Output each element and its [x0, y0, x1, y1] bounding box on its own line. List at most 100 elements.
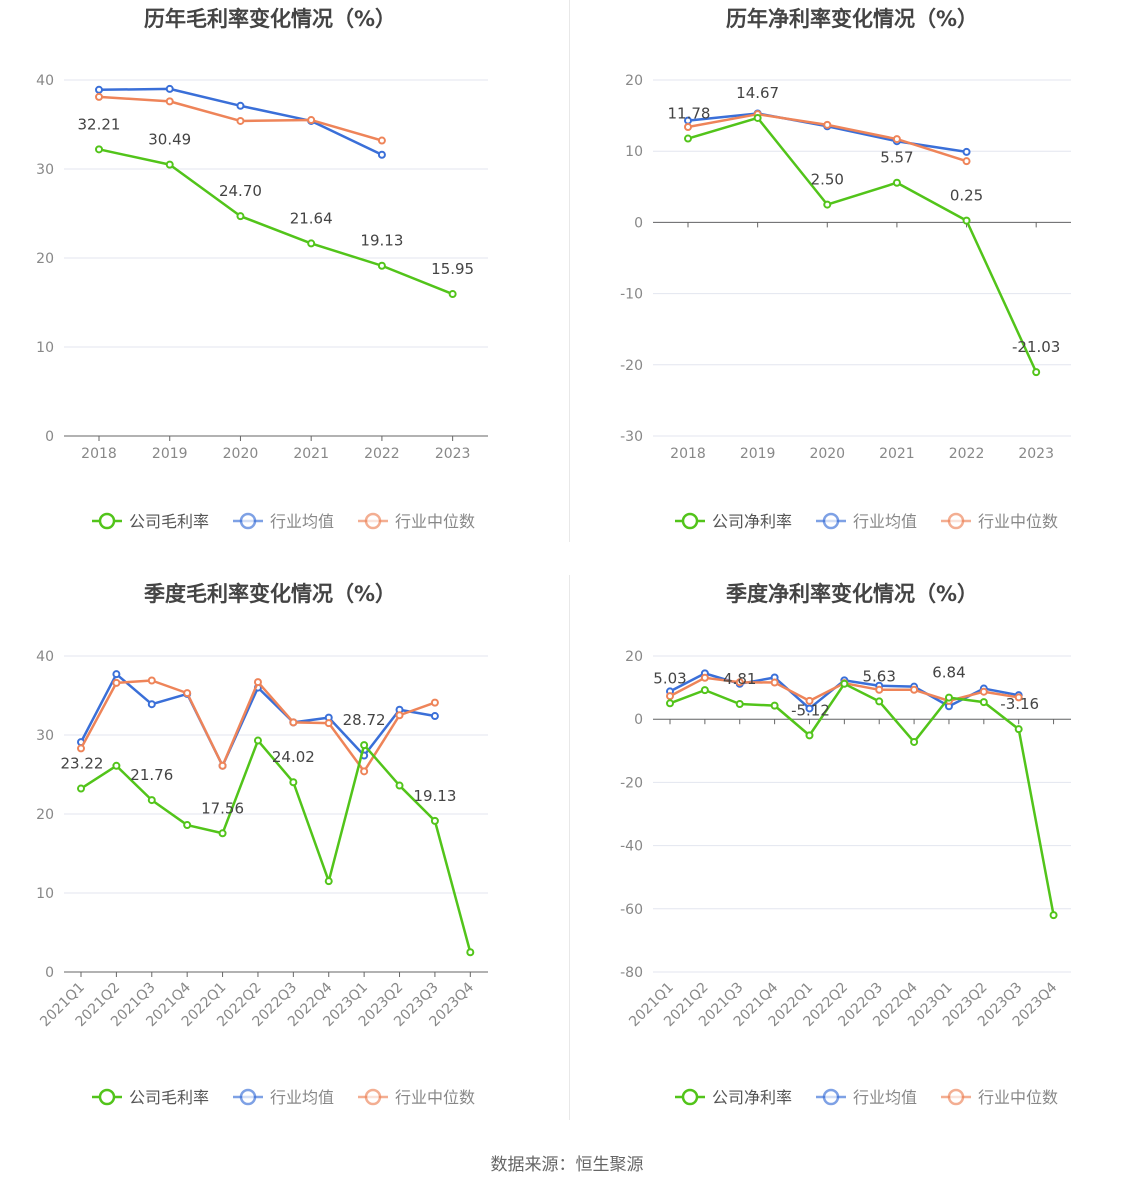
- data-point-company: [684, 134, 692, 143]
- legend-label-median: 行业中位数: [395, 512, 475, 531]
- y-tick-label: 20: [625, 73, 643, 89]
- x-tick-label: 2023: [1018, 446, 1054, 462]
- data-point-company: [307, 239, 316, 248]
- legend-label-median: 行业中位数: [978, 512, 1058, 531]
- data-point-median: [700, 673, 709, 682]
- data-point-median: [324, 719, 333, 728]
- data-point-company: [823, 200, 832, 209]
- chart-title: 季度净利率变化情况（%）: [726, 582, 978, 606]
- data-label: -3.16: [1000, 695, 1039, 713]
- data-point-company: [236, 212, 245, 221]
- data-point-median: [910, 685, 919, 694]
- x-tick-label: 2022: [949, 446, 985, 462]
- data-point-company: [735, 700, 744, 709]
- data-point-company: [448, 290, 457, 299]
- legend-marker-median: [947, 1088, 965, 1106]
- y-tick-label: 20: [36, 251, 54, 267]
- series-line-company: [80, 739, 472, 953]
- x-tick-label: 2020: [223, 446, 259, 462]
- data-point-company: [753, 113, 762, 122]
- data-point-company: [77, 784, 85, 793]
- vertical-divider-top: [569, 0, 570, 542]
- data-label: -5.12: [791, 701, 830, 719]
- legend-marker-company: [681, 512, 699, 530]
- data-point-avg: [95, 85, 103, 94]
- data-point-median: [289, 718, 298, 727]
- y-tick-label: 0: [45, 965, 54, 981]
- vertical-divider-bottom: [569, 575, 570, 1120]
- y-tick-label: 20: [36, 807, 54, 823]
- data-point-company: [324, 877, 333, 886]
- legend-label-median: 行业中位数: [395, 1088, 475, 1107]
- data-point-avg: [377, 150, 386, 159]
- data-point-median: [823, 120, 832, 129]
- series-line-company: [669, 682, 1055, 916]
- data-label: 14.67: [736, 84, 779, 102]
- y-tick-label: -20: [620, 358, 643, 374]
- legend-label-company: 公司毛利率: [129, 1088, 209, 1107]
- x-tick-label: 2021: [879, 446, 915, 462]
- x-tick-label: 2018: [81, 446, 117, 462]
- data-label: 30.49: [148, 131, 191, 149]
- data-point-avg: [236, 101, 245, 110]
- data-point-median: [735, 678, 744, 687]
- data-label: 21.64: [290, 209, 333, 227]
- data-point-company: [218, 829, 227, 838]
- data-point-company: [700, 686, 709, 695]
- data-point-median: [77, 744, 85, 753]
- legend-marker-company: [98, 1088, 116, 1106]
- data-point-company: [112, 761, 121, 770]
- x-tick-label: 2020: [809, 446, 845, 462]
- y-tick-label: -60: [620, 902, 643, 918]
- y-tick-label: 30: [36, 728, 54, 744]
- x-tick-label: 2021: [293, 446, 329, 462]
- legend-label-company: 公司净利率: [712, 1088, 792, 1107]
- data-point-company: [1014, 725, 1023, 734]
- data-label: -21.03: [1012, 338, 1060, 356]
- data-label: 24.70: [219, 182, 262, 200]
- y-tick-label: 0: [45, 429, 54, 445]
- legend-marker-median: [364, 1088, 382, 1106]
- data-point-company: [253, 736, 262, 745]
- data-label: 2.50: [811, 171, 844, 189]
- data-label: 21.76: [130, 766, 173, 784]
- y-tick-label: 0: [634, 712, 643, 728]
- data-point-median: [962, 157, 971, 166]
- legend-label-avg: 行业均值: [853, 512, 917, 531]
- y-tick-label: 10: [625, 144, 643, 160]
- data-label: 17.56: [201, 799, 244, 817]
- data-point-company: [875, 697, 884, 706]
- legend-marker-median: [947, 512, 965, 530]
- data-point-company: [770, 701, 779, 710]
- data-point-median: [875, 685, 884, 694]
- chart-title: 历年净利率变化情况（%）: [726, 7, 978, 31]
- legend-label-avg: 行业均值: [270, 1088, 334, 1107]
- data-point-company: [979, 698, 988, 707]
- data-point-median: [377, 136, 386, 145]
- legend-marker-company: [98, 512, 116, 530]
- series-line-company: [98, 148, 454, 296]
- y-tick-label: 0: [634, 215, 643, 231]
- data-point-median: [147, 676, 156, 685]
- y-tick-label: 40: [36, 73, 54, 89]
- y-tick-label: 10: [36, 340, 54, 356]
- legend-marker-avg: [239, 1088, 257, 1106]
- data-point-company: [1049, 911, 1058, 920]
- data-point-median: [805, 696, 814, 705]
- data-point-company: [910, 737, 919, 746]
- data-point-median: [395, 711, 404, 720]
- x-tick-label: 2023: [435, 446, 471, 462]
- data-label: 0.25: [950, 187, 983, 205]
- data-label: 5.63: [863, 667, 896, 685]
- x-tick-label: 2019: [740, 446, 776, 462]
- data-point-median: [183, 689, 192, 698]
- x-tick-label: 2018: [670, 446, 706, 462]
- data-point-company: [377, 261, 386, 270]
- data-point-company: [962, 216, 971, 225]
- data-point-company: [944, 693, 953, 702]
- data-point-avg: [962, 147, 971, 156]
- x-tick-label: 2022: [364, 446, 400, 462]
- data-label: 19.13: [413, 787, 456, 805]
- data-label: 23.22: [61, 755, 104, 773]
